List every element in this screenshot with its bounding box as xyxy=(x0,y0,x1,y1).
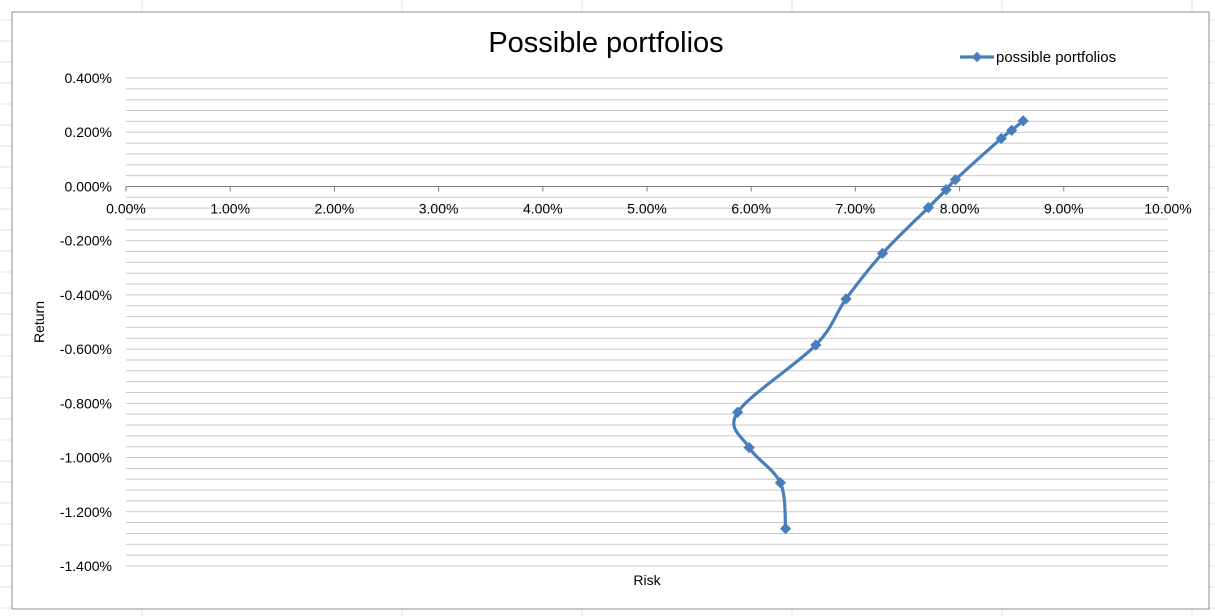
data-point-diamond-icon[interactable] xyxy=(876,247,889,260)
data-point-diamond-icon[interactable] xyxy=(995,132,1007,145)
x-tick-label: 9.00% xyxy=(1044,200,1084,216)
data-point-diamond-icon[interactable] xyxy=(810,339,822,351)
series-possible-portfolios[interactable] xyxy=(732,115,1029,535)
y-tick-label: -1.200% xyxy=(60,504,112,520)
data-point-diamond-icon[interactable] xyxy=(840,293,852,305)
data-point-diamond-icon[interactable] xyxy=(779,522,792,535)
y-tick-label: 0.400% xyxy=(65,70,112,86)
y-axis-tick-labels: 0.400% 0.200% 0.000% -0.200% -0.400% -0.600% -… xyxy=(60,70,112,574)
y-tick-label: 0.200% xyxy=(65,124,112,140)
data-point-diamond-icon[interactable] xyxy=(922,201,934,214)
x-axis: 0.00% 1.00% 2.00% 3.00% 4.00% 5.00% 6.00% 7.00%… xyxy=(106,185,1192,216)
data-point-diamond-icon[interactable] xyxy=(1006,124,1018,136)
y-tick-label: -0.200% xyxy=(60,233,112,249)
x-tick-label: 5.00% xyxy=(627,200,667,216)
chart-area[interactable] xyxy=(11,11,1210,610)
data-point-diamond-icon[interactable] xyxy=(774,477,787,489)
y-tick-label: -0.400% xyxy=(60,287,112,303)
x-tick-label: 6.00% xyxy=(731,200,771,216)
legend[interactable]: possible portfolios xyxy=(960,49,1116,66)
y-axis-title[interactable]: Return xyxy=(31,301,47,343)
chart-title[interactable]: Possible portfolios xyxy=(488,27,723,59)
x-tick-label: 4.00% xyxy=(523,200,563,216)
data-point-diamond-icon[interactable] xyxy=(940,184,952,196)
legend-diamond-icon xyxy=(971,51,983,63)
y-tick-label: 0.000% xyxy=(65,178,112,194)
x-tick-label: 0.00% xyxy=(106,200,146,216)
x-tick-label: 3.00% xyxy=(419,200,459,216)
data-point-diamond-icon[interactable] xyxy=(1017,115,1029,127)
x-tick-label: 10.00% xyxy=(1144,200,1191,216)
x-axis-title[interactable]: Risk xyxy=(633,572,661,588)
legend-label: possible portfolios xyxy=(996,49,1116,66)
x-tick-label: 7.00% xyxy=(836,200,876,216)
data-point-diamond-icon[interactable] xyxy=(743,441,755,454)
x-tick-label: 2.00% xyxy=(315,200,355,216)
data-point-diamond-icon[interactable] xyxy=(732,406,744,418)
y-tick-label: -0.800% xyxy=(60,395,112,411)
x-tick-label: 8.00% xyxy=(940,200,980,216)
x-tick-label: 1.00% xyxy=(210,200,250,216)
y-tick-label: -0.600% xyxy=(60,341,112,357)
data-point-diamond-icon[interactable] xyxy=(949,174,962,186)
y-tick-label: -1.400% xyxy=(60,558,112,574)
y-tick-label: -1.000% xyxy=(60,450,112,466)
